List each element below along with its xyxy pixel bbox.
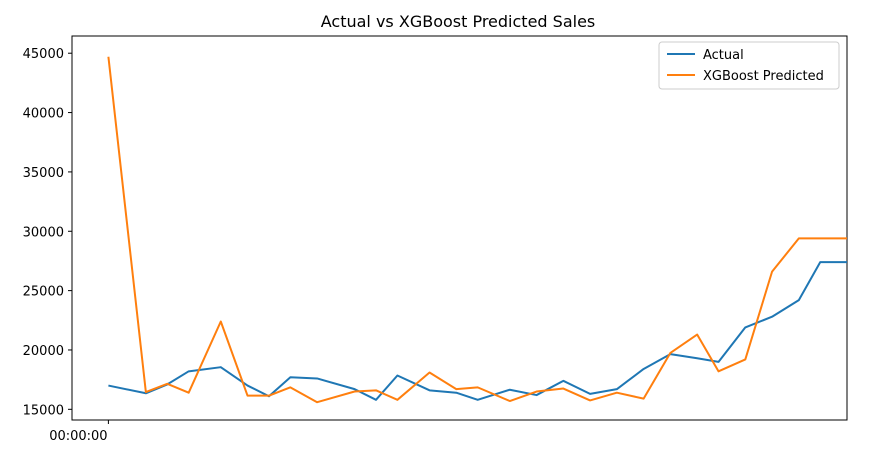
chart-title: Actual vs XGBoost Predicted Sales	[321, 12, 596, 31]
y-tick-label: 30000	[23, 225, 64, 240]
y-tick-label: 25000	[23, 285, 64, 300]
y-tick-label: 40000	[23, 107, 64, 122]
y-tick-label: 15000	[23, 403, 64, 418]
series-layer	[107, 56, 847, 404]
y-tick-label: 35000	[23, 166, 64, 181]
y-tick-label: 20000	[23, 344, 64, 359]
x-tick-label: 00:00:00	[49, 429, 107, 444]
series-line-predicted	[107, 56, 847, 404]
series-line-actual	[108, 261, 847, 401]
x-axis: 00:00:00	[49, 420, 109, 444]
y-axis: 15000 20000 25000 30000 35000 40000 45000	[23, 47, 72, 418]
legend-label-predicted: XGBoost Predicted	[703, 69, 824, 84]
legend: Actual XGBoost Predicted	[658, 41, 840, 90]
y-tick-label: 45000	[23, 47, 64, 62]
legend-box	[658, 41, 840, 90]
plot-area	[71, 35, 848, 421]
legend-label-actual: Actual	[703, 48, 744, 63]
